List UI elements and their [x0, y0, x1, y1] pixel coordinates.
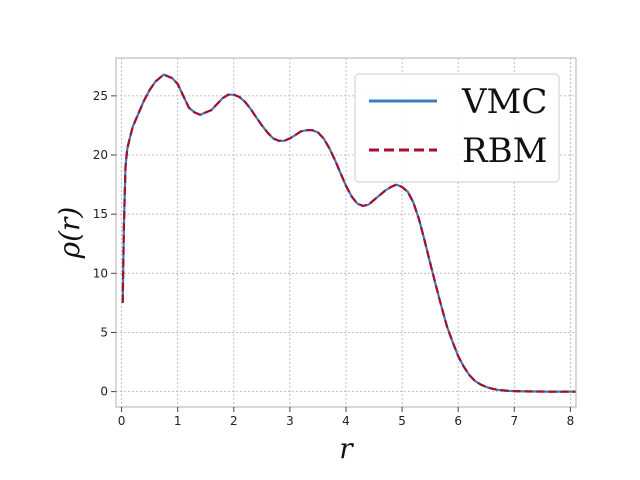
y-axis-label: ρ(r): [53, 207, 86, 260]
y-tick-label: 15: [93, 207, 108, 221]
y-tick-label: 5: [100, 325, 108, 339]
y-tick-label: 25: [93, 89, 108, 103]
legend: VMC RBM: [354, 73, 560, 183]
y-tick-label: 10: [93, 266, 108, 280]
legend-label-rbm: RBM: [462, 131, 547, 171]
ticks: 0 1 2 3 4 5 6 7 8 0 5 10 15 20 25: [93, 89, 574, 428]
grid: [116, 58, 576, 407]
series-line-rbm: [121, 73, 576, 393]
y-tick-label: 20: [93, 148, 108, 162]
legend-label-vmc: VMC: [461, 82, 547, 122]
x-tick-label: 1: [174, 414, 182, 428]
x-tick-label: 8: [567, 414, 575, 428]
x-tick-label: 0: [118, 414, 126, 428]
x-tick-label: 4: [342, 414, 350, 428]
x-tick-label: 6: [454, 414, 462, 428]
series-layer: [121, 73, 576, 393]
x-tick-label: 5: [398, 414, 406, 428]
x-tick-label: 3: [286, 414, 294, 428]
y-tick-label: 0: [100, 385, 108, 399]
x-axis-label: r: [339, 432, 354, 465]
x-tick-label: 7: [510, 414, 518, 428]
x-tick-label: 2: [230, 414, 238, 428]
